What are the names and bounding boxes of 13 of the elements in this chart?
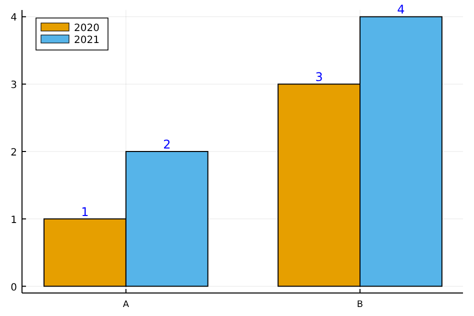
data-label: 1 (81, 204, 89, 219)
data-label: 3 (315, 70, 323, 84)
x-tick-label: B (356, 300, 364, 310)
legend-label: 2021 (74, 35, 100, 46)
data-label: 2 (163, 138, 171, 152)
x-tick-label: A (122, 300, 130, 310)
y-tick-label: 1 (10, 214, 17, 226)
legend-label: 2020 (74, 23, 100, 34)
data-label: 4 (397, 2, 405, 17)
y-tick-label: 0 (10, 282, 17, 294)
y-tick-label: 4 (10, 12, 17, 24)
y-tick-label: 2 (10, 148, 17, 158)
y-tick-label: 3 (10, 80, 17, 92)
